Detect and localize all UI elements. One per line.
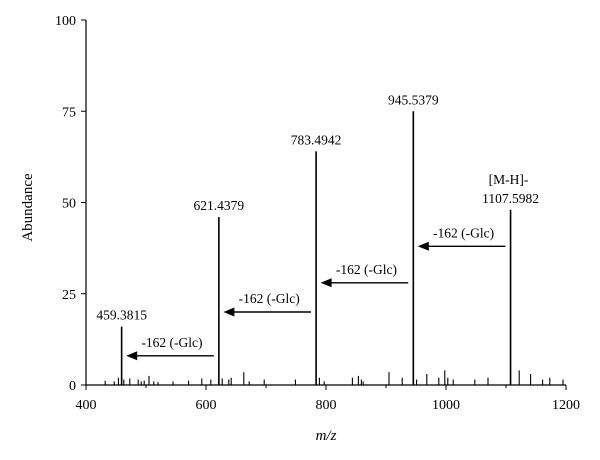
peak-label: 1107.5982 bbox=[482, 191, 539, 206]
annotation-arrow-head bbox=[126, 351, 138, 361]
peak-label: 459.3815 bbox=[96, 308, 147, 323]
y-tick-label: 75 bbox=[62, 105, 76, 120]
peak-label: 945.5379 bbox=[388, 92, 439, 107]
x-tick-label: 800 bbox=[316, 398, 337, 413]
annotation-arrow-head bbox=[223, 307, 235, 317]
peak-label: 783.4942 bbox=[291, 132, 342, 147]
x-tick-label: 1000 bbox=[432, 398, 460, 413]
annotation-arrow-head bbox=[320, 278, 332, 288]
y-tick-label: 50 bbox=[62, 197, 76, 212]
annotation-label: -162 (-Glc) bbox=[141, 335, 202, 350]
x-tick-label: 1200 bbox=[552, 398, 580, 413]
y-ticks: 0 25 50 75 100 bbox=[55, 14, 86, 394]
major-peaks: 459.3815 621.4379 783.4942 945.5379 1107.598… bbox=[96, 92, 539, 385]
minor-peaks bbox=[104, 370, 564, 385]
annotation-label: -162 (-Glc) bbox=[433, 225, 494, 240]
x-tick-label: 600 bbox=[196, 398, 217, 413]
x-axis-title: m/z bbox=[316, 428, 337, 444]
y-axis-title: Abundance bbox=[20, 173, 36, 242]
annotation-label: -162 (-Glc) bbox=[239, 291, 300, 306]
peak-label-top: [M-H]- bbox=[489, 172, 529, 187]
y-tick-label: 25 bbox=[62, 288, 76, 303]
annotation-label: -162 (-Glc) bbox=[336, 262, 397, 277]
peak-label: 621.4379 bbox=[194, 198, 245, 213]
annotation-arrow-head bbox=[417, 241, 429, 251]
x-tick-label: 400 bbox=[76, 398, 97, 413]
annotations: -162 (-Glc) -162 (-Glc) -162 (-Glc) -162 (-… bbox=[126, 225, 506, 361]
y-tick-label: 100 bbox=[55, 14, 76, 29]
y-tick-label: 0 bbox=[69, 379, 76, 394]
x-ticks: 400 600 800 1000 1200 bbox=[76, 385, 580, 413]
